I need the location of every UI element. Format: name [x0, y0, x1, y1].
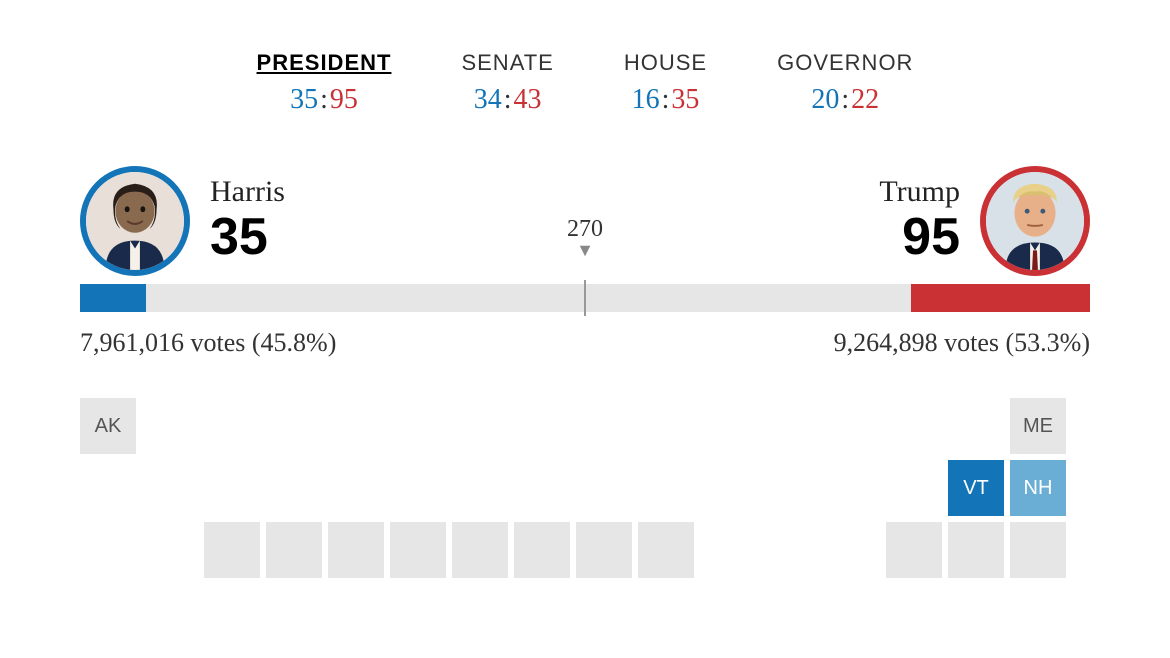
state-cell-blank — [266, 522, 322, 578]
candidate-rep: Trump 95 — [879, 166, 1090, 276]
votes-dem: 7,961,016 votes (45.8%) — [80, 328, 336, 358]
ev-fill-rep — [911, 284, 1090, 312]
state-cell-blank — [328, 522, 384, 578]
threshold-value: 270 — [567, 216, 603, 243]
tab-score: 16:35 — [624, 84, 707, 116]
tab-label: PRESIDENT — [257, 50, 392, 76]
tab-label: HOUSE — [624, 50, 707, 76]
threshold-arrow-icon: ▼ — [567, 243, 603, 257]
state-cell-blank — [886, 522, 942, 578]
race-tabs: PRESIDENT 35:95 SENATE 34:43 HOUSE 16:35 GOVER… — [80, 50, 1090, 116]
state-cell-blank — [452, 522, 508, 578]
state-cartogram: AK MEVTNH — [80, 398, 1090, 598]
tab-score: 35:95 — [257, 84, 392, 116]
state-vt[interactable]: VT — [948, 460, 1004, 516]
ev-fill-dem — [80, 284, 146, 312]
threshold-marker: 270 ▼ — [567, 216, 603, 257]
candidate-rep-name: Trump — [879, 175, 960, 209]
state-cell-blank — [576, 522, 632, 578]
state-cell-blank — [204, 522, 260, 578]
tab-score: 34:43 — [461, 84, 553, 116]
avatar-harris — [80, 166, 190, 276]
candidates-row: Harris 35 270 ▼ — [80, 166, 1090, 276]
state-cell-blank — [1010, 522, 1066, 578]
tab-president[interactable]: PRESIDENT 35:95 — [257, 50, 392, 116]
threshold-tick — [584, 280, 586, 316]
state-cell-blank — [948, 522, 1004, 578]
tab-governor[interactable]: GOVERNOR 20:22 — [777, 50, 913, 116]
popular-vote-row: 7,961,016 votes (45.8%) 9,264,898 votes … — [80, 328, 1090, 358]
tab-house[interactable]: HOUSE 16:35 — [624, 50, 707, 116]
candidate-rep-ev: 95 — [879, 209, 960, 266]
candidate-dem-name: Harris — [210, 175, 285, 209]
tab-senate[interactable]: SENATE 34:43 — [461, 50, 553, 116]
state-nh[interactable]: NH — [1010, 460, 1066, 516]
state-cell-blank — [514, 522, 570, 578]
state-ak[interactable]: AK — [80, 398, 136, 454]
state-cell-blank — [390, 522, 446, 578]
tab-label: SENATE — [461, 50, 553, 76]
candidate-dem: Harris 35 — [80, 166, 285, 276]
votes-rep: 9,264,898 votes (53.3%) — [834, 328, 1090, 358]
ev-progress-bar — [80, 284, 1090, 312]
tab-score: 20:22 — [777, 84, 913, 116]
tab-label: GOVERNOR — [777, 50, 913, 76]
state-me[interactable]: ME — [1010, 398, 1066, 454]
state-cell-blank — [638, 522, 694, 578]
candidate-dem-ev: 35 — [210, 209, 285, 266]
avatar-trump — [980, 166, 1090, 276]
